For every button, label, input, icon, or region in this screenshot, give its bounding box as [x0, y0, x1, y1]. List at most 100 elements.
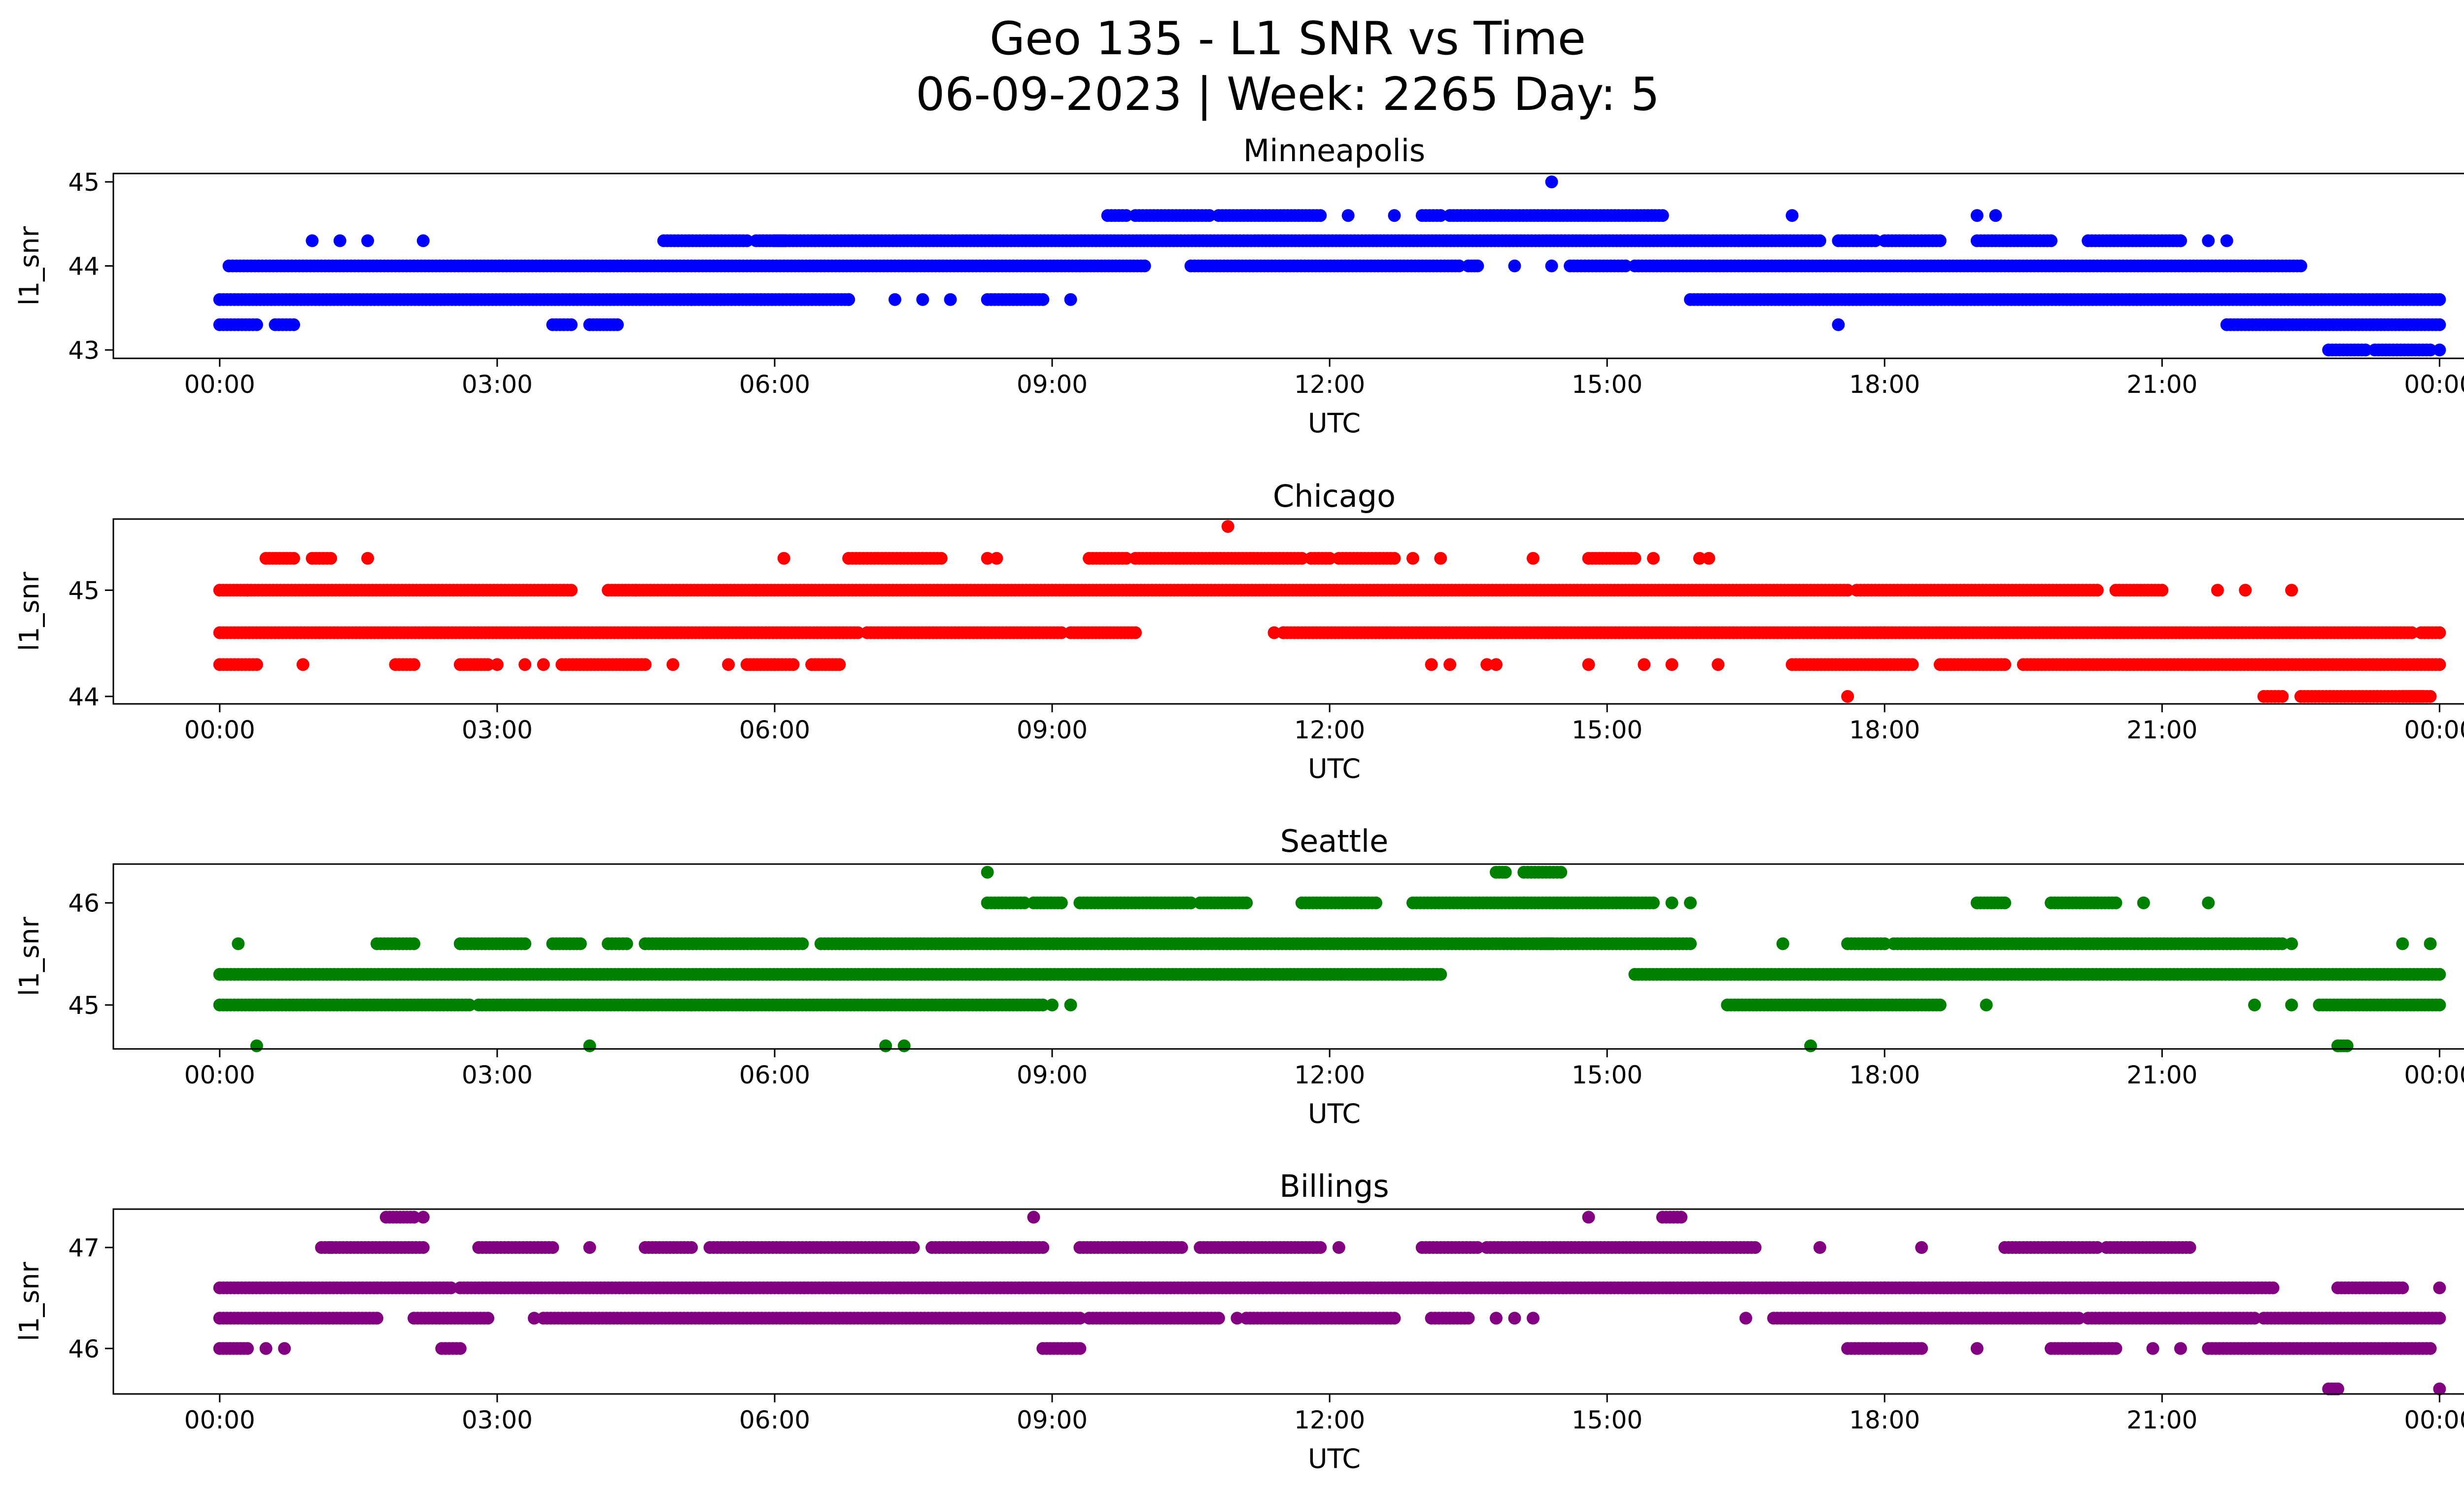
x-tick-label: 12:00	[1294, 716, 1365, 744]
scatter-point	[2285, 584, 2298, 596]
scatter-point	[1545, 175, 1558, 188]
scatter-point	[898, 1040, 911, 1052]
scatter-point	[1434, 968, 1447, 981]
x-tick-label: 06:00	[739, 370, 810, 399]
scatter-point	[611, 318, 624, 331]
scatter-point	[2396, 938, 2409, 950]
y-axis-label: l1_snr	[14, 916, 45, 996]
scatter-point	[287, 552, 300, 565]
figure: Geo 135 - L1 SNR vs Time 06-09-2023 | We…	[0, 0, 2464, 1495]
x-tick-label: 15:00	[1572, 370, 1643, 399]
scatter-point	[2433, 293, 2446, 306]
x-tick-label: 03:00	[462, 370, 533, 399]
scatter-point	[1388, 552, 1401, 565]
scatter-point	[1508, 260, 1521, 273]
figure-title-line-1: Geo 135 - L1 SNR vs Time	[990, 12, 1586, 65]
y-tick-label: 43	[68, 336, 100, 365]
scatter-point	[1434, 552, 1447, 565]
x-tick-label: 06:00	[739, 1061, 810, 1089]
x-tick-label: 03:00	[462, 716, 533, 744]
scatter-point	[1656, 209, 1669, 222]
scatter-point	[1629, 552, 1642, 565]
scatter-point	[833, 658, 846, 671]
scatter-point	[1064, 999, 1077, 1011]
scatter-point	[1647, 897, 1660, 909]
scatter-point	[1138, 260, 1151, 273]
x-axis-label: UTC	[1308, 753, 1361, 784]
x-tick-label: 21:00	[2126, 370, 2197, 399]
y-axis-label: l1_snr	[14, 226, 45, 306]
y-axis-label: l1_snr	[14, 571, 45, 651]
scatter-point	[250, 658, 263, 671]
x-tick-label: 09:00	[1017, 716, 1088, 744]
y-tick-label: 46	[68, 889, 100, 918]
x-tick-label: 15:00	[1572, 1061, 1643, 1089]
x-tick-label: 12:00	[1294, 1061, 1365, 1089]
scatter-point	[2294, 260, 2307, 273]
x-tick-label: 21:00	[2126, 716, 2197, 744]
scatter-point	[2433, 999, 2446, 1011]
scatter-point	[1832, 318, 1845, 331]
scatter-point	[1046, 999, 1059, 1011]
scatter-point	[2211, 584, 2224, 596]
scatter-point	[518, 658, 531, 671]
scatter-point	[2174, 234, 2187, 247]
panel-title-seattle: Seattle	[1280, 823, 1388, 859]
scatter-point	[361, 552, 374, 565]
x-tick-label: 18:00	[1849, 370, 1920, 399]
panel-title-minneapolis: Minneapolis	[1243, 133, 1426, 169]
scatter-point	[1841, 690, 1854, 703]
scatter-point	[667, 658, 680, 671]
scatter-point	[1425, 658, 1438, 671]
scatter-point	[1064, 293, 1077, 306]
scatter-point	[1647, 552, 1660, 565]
scatter-point	[2433, 658, 2446, 671]
scatter-point	[1036, 293, 1049, 306]
scatter-point	[842, 293, 855, 306]
scatter-point	[889, 293, 901, 306]
x-axis-label: UTC	[1308, 408, 1361, 439]
scatter-point	[1240, 897, 1253, 909]
scatter-point	[408, 658, 420, 671]
scatter-point	[1545, 260, 1558, 273]
scatter-point	[1471, 260, 1484, 273]
scatter-point	[1684, 938, 1697, 950]
scatter-point	[491, 658, 504, 671]
x-tick-label: 00:00	[184, 370, 255, 399]
scatter-point	[2221, 234, 2233, 247]
scatter-point	[574, 938, 587, 950]
y-tick-label: 44	[68, 683, 100, 711]
scatter-point	[1443, 658, 1456, 671]
panel-title-chicago: Chicago	[1273, 478, 1396, 514]
scatter-point	[583, 1040, 596, 1052]
scatter-point	[1406, 552, 1419, 565]
panel-title-billings: Billings	[1279, 1168, 1389, 1204]
scatter-point	[1804, 1040, 1817, 1052]
y-tick-label: 45	[68, 576, 100, 605]
y-tick-label: 45	[68, 168, 100, 197]
scatter-point	[1814, 234, 1826, 247]
scatter-point	[287, 318, 300, 331]
scatter-point	[2433, 344, 2446, 356]
scatter-point	[2091, 584, 2104, 596]
scatter-point	[2424, 690, 2437, 703]
scatter-point	[417, 234, 430, 247]
scatter-point	[408, 938, 420, 950]
scatter-point	[1998, 658, 2011, 671]
scatter-point	[250, 318, 263, 331]
x-tick-label: 00:00	[2404, 370, 2464, 399]
scatter-point	[2239, 584, 2252, 596]
scatter-point	[1989, 209, 2002, 222]
scatter-point	[787, 658, 800, 671]
scatter-point	[1277, 626, 1290, 639]
y-tick-label: 44	[68, 252, 100, 281]
scatter-point	[722, 658, 735, 671]
scatter-point	[879, 1040, 892, 1052]
scatter-point	[1666, 658, 1678, 671]
scatter-point	[1971, 209, 1984, 222]
scatter-point	[2045, 234, 2057, 247]
scatter-point	[2424, 938, 2437, 950]
figure-title-line-2: 06-09-2023 | Week: 2265 Day: 5	[916, 68, 1660, 121]
scatter-point	[620, 938, 633, 950]
scatter-point	[1388, 209, 1401, 222]
